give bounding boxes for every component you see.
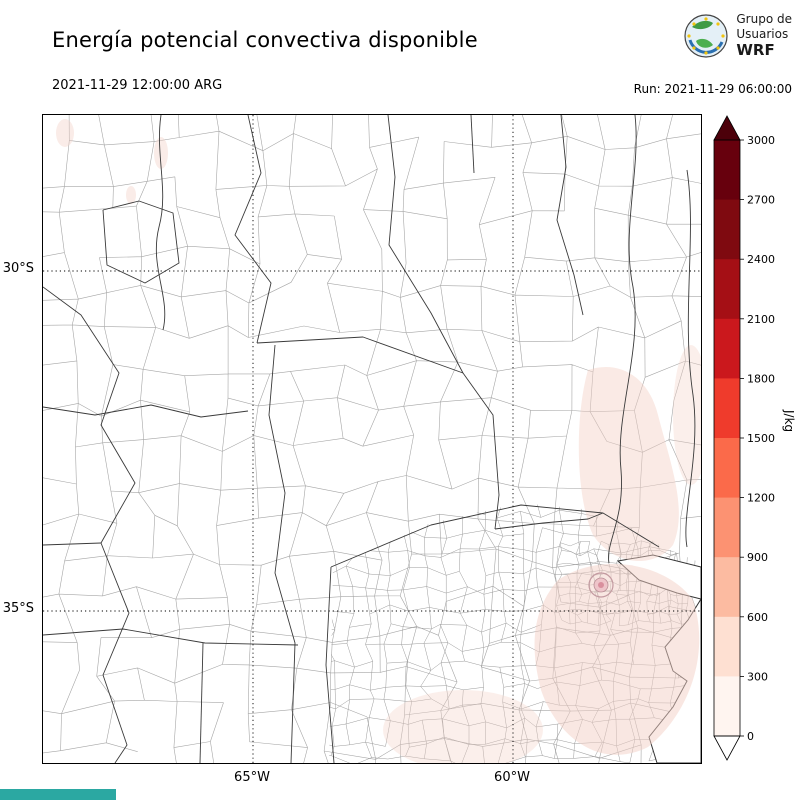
valid-time-label: 2021-11-29 12:00:00 ARG [52,78,223,93]
cape-shading-low-values [56,119,709,770]
colorbar-tick-label: 1500 [747,432,775,445]
colorbar-tick-label: 1200 [747,492,775,505]
logo-text-line2: Usuarios [736,26,789,41]
gridlines [43,115,701,763]
lon-axis: 65°W 60°W [42,766,700,786]
lon-tick-label: 60°W [494,770,530,785]
colorbar-tick-label: 2100 [747,313,775,326]
colorbar-tick-label: 300 [747,670,768,683]
cape-map [20,94,727,799]
cape-local-maximum-spot [588,572,614,598]
lon-tick-label: 65°W [234,770,270,785]
page-title: Energía potencial convectiva disponible [52,28,478,52]
footer-accent-bar [0,789,116,800]
wrf-users-logo: Grupo de Usuarios WRF [683,12,792,60]
colorbar-tick-label: 1800 [747,372,775,385]
globe-icon [684,14,728,58]
run-time-label: Run: 2021-11-29 06:00:00 [633,82,792,96]
logo-text-line1: Grupo de [736,12,792,26]
colorbar-tick-label: 2700 [747,194,775,207]
colorbar-unit-label: J/kg [782,410,796,433]
logo-text-wrf: WRF [736,41,775,60]
colorbar-tick-label: 0 [747,730,754,743]
colorbar-tick-label: 2400 [747,253,775,266]
map-area [20,94,727,799]
lat-axis: 30°S 35°S [0,114,38,762]
lat-tick-label: 30°S [2,261,34,276]
colorbar-tick-label: 900 [747,551,768,564]
colorbar-tick-label: 600 [747,611,768,624]
province-boundaries [42,114,696,764]
colorbar: 3000 2700 2400 2100 1800 1500 1200 900 600 300 0 J… [710,114,800,762]
lat-tick-label: 35°S [2,601,34,616]
logo-text: Grupo de Usuarios WRF [736,12,792,60]
colorbar-tick-label: 3000 [747,134,775,147]
